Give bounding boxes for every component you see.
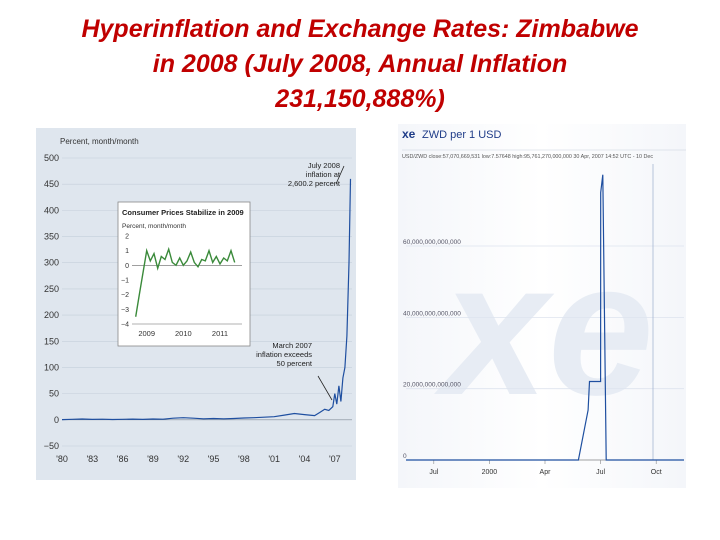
fx-x-tick-label: Apr xyxy=(540,469,552,476)
y-tick-label: 300 xyxy=(44,258,59,268)
y-tick-label: −50 xyxy=(44,441,59,451)
annotation-text: March 2007 xyxy=(272,341,312,350)
inflation-line xyxy=(61,178,352,421)
y-tick-label: 400 xyxy=(44,205,59,215)
fx-y-tick-label: 20,000,000,000,000 xyxy=(403,382,461,389)
xe-logo-text: xe xyxy=(402,127,416,141)
x-tick-label: '86 xyxy=(117,454,129,464)
fx-title: ZWD per 1 USD xyxy=(422,129,502,141)
fx-x-tick-label: Jul xyxy=(596,469,605,476)
inset-x-tick-labels: 2009 2010 2011 xyxy=(138,329,228,338)
inset-y-tick-label: −2 xyxy=(121,292,129,299)
xe-logo: xe xyxy=(402,127,416,141)
inset-line xyxy=(135,246,236,317)
arrow-march-2007 xyxy=(317,375,333,401)
y-axis-label: Percent, month/month xyxy=(60,137,139,146)
y-tick-label: 500 xyxy=(44,153,59,163)
y-tick-label: 0 xyxy=(54,415,59,425)
exchange-rate-chart: xe xe ZWD per 1 USD USD/ZWD close:57,070… xyxy=(398,124,686,488)
x-tick-label: '04 xyxy=(299,454,311,464)
fx-x-tick-labels: Jul 2000 Apr Jul Oct xyxy=(429,460,662,476)
fx-line xyxy=(406,174,684,461)
fx-subtitle: USD/ZWD close:57,070,669,531 low:7.57648… xyxy=(402,154,653,160)
xe-watermark: xe xyxy=(433,223,653,435)
x-tick-label: '01 xyxy=(268,454,280,464)
x-tick-label: '89 xyxy=(147,454,159,464)
title-line-3: 231,150,888%) xyxy=(275,85,445,113)
inset-frame xyxy=(117,201,251,347)
inset-gridlines xyxy=(132,265,242,325)
fx-y-tick-label: 60,000,000,000,000 xyxy=(403,239,461,246)
inflation-chart: Percent, month/month 5004504003503002502… xyxy=(36,128,356,480)
inset-chart: Consumer Prices Stabilize in 2009 Percen… xyxy=(117,201,251,347)
y-tick-label: 200 xyxy=(44,310,59,320)
inset-y-tick-label: −3 xyxy=(121,307,129,314)
y-tick-label: 100 xyxy=(44,362,59,372)
x-tick-label: '83 xyxy=(86,454,98,464)
inset-y-tick-label: −4 xyxy=(121,322,129,329)
y-tick-label: 350 xyxy=(44,232,59,242)
y-tick-label: 250 xyxy=(44,284,59,294)
x-tick-label: '80 xyxy=(56,454,68,464)
fx-y-tick-label: 40,000,000,000,000 xyxy=(403,310,461,317)
inset-x-tick-label: 2009 xyxy=(138,329,155,338)
y-tick-label: 50 xyxy=(49,389,59,399)
inset-y-tick-label: 0 xyxy=(125,263,129,270)
x-tick-label: '98 xyxy=(238,454,250,464)
x-tick-labels: '80 '83 '86 '89 '92 '95 '98 '01 '04 '07 xyxy=(56,454,341,464)
fx-y-tick-label: 0 xyxy=(403,453,407,460)
arrow-july-2008 xyxy=(335,165,345,185)
inset-x-tick-label: 2011 xyxy=(212,329,228,338)
inset-y-tick-label: 2 xyxy=(125,234,129,241)
title-line-2: in 2008 (July 2008, Annual Inflation xyxy=(152,50,568,78)
title-line-1: Hyperinflation and Exchange Rates: Zimba… xyxy=(81,15,639,43)
y-tick-label: 450 xyxy=(44,179,59,189)
fx-y-tick-labels: 60,000,000,000,000 40,000,000,000,000 20,0… xyxy=(403,239,461,460)
fx-x-tick-label: 2000 xyxy=(482,469,498,476)
annotation-text: inflation exceeds xyxy=(256,350,312,359)
annotation-text: 50 percent xyxy=(277,359,313,368)
inset-title: Consumer Prices Stabilize in 2009 xyxy=(122,208,244,217)
inset-y-axis-label: Percent, month/month xyxy=(122,223,186,230)
x-tick-label: '92 xyxy=(177,454,189,464)
annotation-text: 2,600.2 percent xyxy=(288,179,341,188)
x-tick-label: '95 xyxy=(208,454,220,464)
inset-y-tick-label: 1 xyxy=(125,248,129,255)
annotation-arrows xyxy=(317,165,345,401)
x-tick-label: '07 xyxy=(329,454,341,464)
annotation-text: inflation at xyxy=(306,170,341,179)
fx-x-tick-label: Oct xyxy=(651,469,662,476)
inset-x-tick-label: 2010 xyxy=(175,329,192,338)
slide-title: Hyperinflation and Exchange Rates: Zimba… xyxy=(20,12,700,117)
inset-y-tick-label: −1 xyxy=(121,278,129,285)
fx-shading xyxy=(398,124,686,488)
y-tick-label: 150 xyxy=(44,336,59,346)
annotation-text: July 2008 xyxy=(308,161,340,170)
fx-x-tick-label: Jul xyxy=(429,469,438,476)
inset-y-tick-labels: 2 1 0 −1 −2 −3 −4 xyxy=(121,234,129,329)
